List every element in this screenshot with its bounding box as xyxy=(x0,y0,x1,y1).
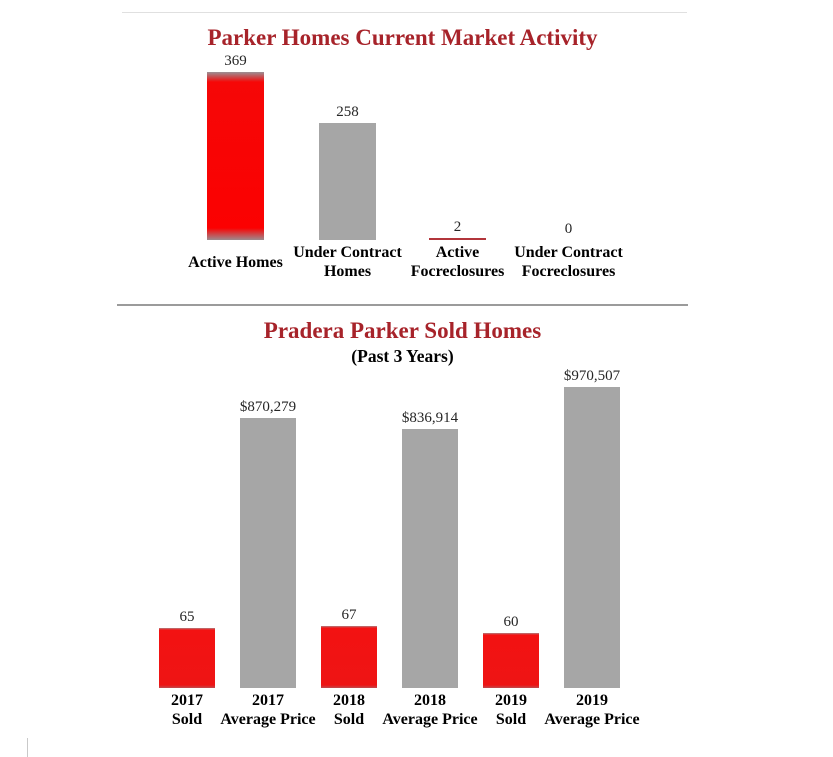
category-label-line: Sold xyxy=(333,711,365,728)
value-label-2018-average-price: $836,914 xyxy=(401,409,459,426)
bar-2018-sold xyxy=(321,626,377,688)
value-label-under-contract-focreclosures: 0 xyxy=(564,221,573,237)
category-label-line: Average Price xyxy=(544,711,640,728)
value-label-2019-sold: 60 xyxy=(503,613,519,630)
category-label-line: Average Price xyxy=(382,711,478,728)
category-label-active-focreclosures: Active Focreclosures xyxy=(391,243,525,281)
category-label-under-contract-focreclosures: Under Contract Focreclosures xyxy=(502,243,636,281)
category-label-line: Under Contract xyxy=(514,244,623,261)
bar-2018-average-price xyxy=(402,428,458,688)
category-label-line: Sold xyxy=(495,711,527,728)
section-divider-line xyxy=(117,304,688,306)
category-label-2018-sold: 2018 Sold xyxy=(287,691,411,733)
top-divider-line xyxy=(122,12,687,13)
category-label-line: Under Contract xyxy=(293,244,402,261)
bar-2017-sold xyxy=(159,628,215,688)
category-label-line: 2018 xyxy=(333,692,365,709)
category-label-line: Active Homes xyxy=(188,253,283,271)
value-label-2017-average-price: $870,279 xyxy=(239,399,297,416)
value-label-active-focreclosures: 2 xyxy=(453,218,462,235)
chart-title-sold-homes: Pradera Parker Sold Homes xyxy=(263,318,542,343)
category-label-under-contract-homes: Under Contract Homes xyxy=(281,243,415,281)
category-label-line: Homes xyxy=(323,263,372,280)
value-label-2017-sold: 65 xyxy=(179,609,195,626)
chart-subtitle-past-3-years: (Past 3 Years) xyxy=(351,346,454,366)
category-label-active-homes: Active Homes xyxy=(169,243,303,281)
value-label-2018-sold: 67 xyxy=(341,607,357,624)
value-label-active-homes: 369 xyxy=(224,53,247,70)
bar-2017-average-price xyxy=(240,418,296,688)
category-label-line: Active xyxy=(435,244,480,261)
scrollbar-fragment xyxy=(27,738,28,757)
category-label-line: Sold xyxy=(171,711,203,728)
bar-active-focreclosures xyxy=(429,237,486,240)
category-label-line: Focreclosures xyxy=(521,263,616,280)
bar-2019-sold xyxy=(483,632,539,688)
category-label-line: Average Price xyxy=(220,711,316,728)
category-label-line: Focreclosures xyxy=(410,263,505,280)
category-label-line: 2017 xyxy=(171,692,203,709)
category-label-line: 2019 xyxy=(495,692,527,709)
category-label-2017-average-price: 2017 Average Price xyxy=(206,691,330,733)
category-label-2019-average-price: 2019 Average Price xyxy=(530,691,654,733)
category-label-2017-sold: 2017 Sold xyxy=(125,691,249,733)
category-label-2018-average-price: 2018 Average Price xyxy=(368,691,492,733)
bar-2019-average-price xyxy=(564,387,620,688)
value-label-2019-average-price: $970,507 xyxy=(563,368,621,385)
category-label-2019-sold: 2019 Sold xyxy=(449,691,573,733)
bar-under-contract-homes xyxy=(319,122,376,240)
value-label-under-contract-homes: 258 xyxy=(336,103,359,120)
category-label-line: 2019 xyxy=(576,692,608,709)
category-label-line: 2017 xyxy=(252,692,284,709)
bar-active-homes xyxy=(207,72,264,240)
chart-title-market-activity: Parker Homes Current Market Activity xyxy=(207,25,598,50)
category-label-line: 2018 xyxy=(414,692,446,709)
